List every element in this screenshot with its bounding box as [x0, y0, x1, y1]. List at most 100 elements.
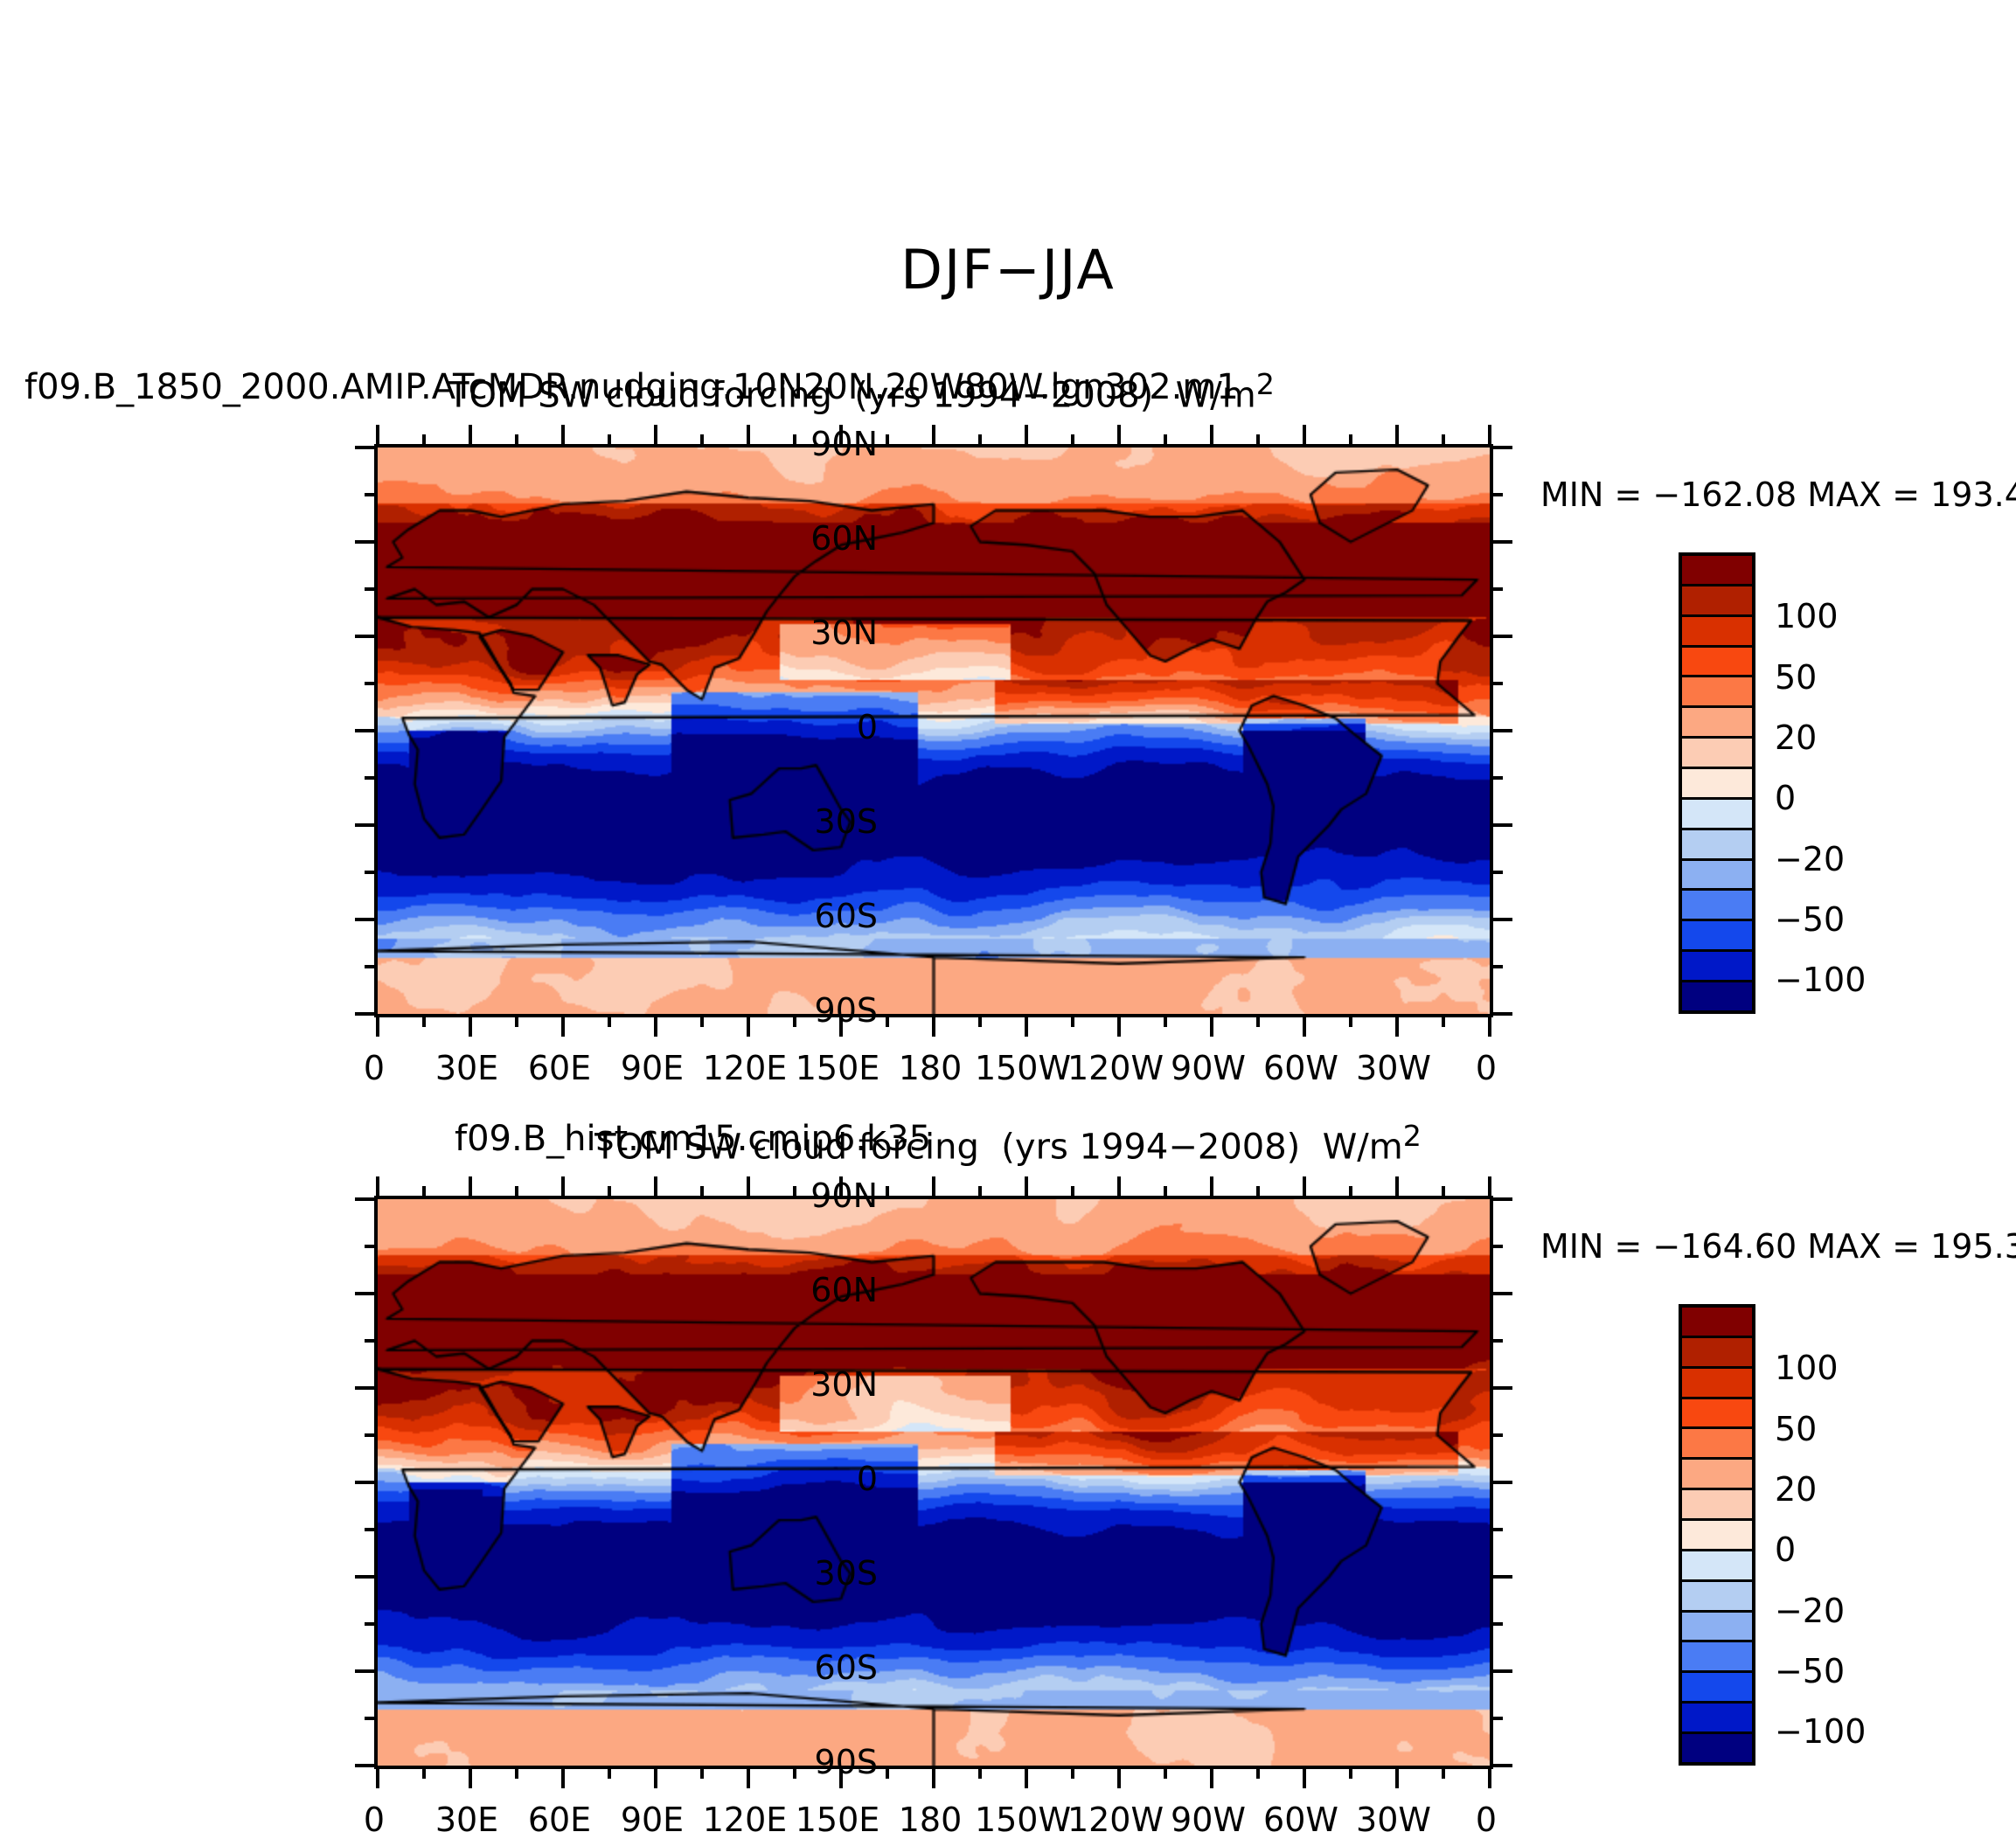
axis-tick-minor: [365, 776, 378, 780]
axis-tick: [1490, 540, 1512, 544]
axis-tick: [654, 425, 657, 448]
axis-tick: [561, 1176, 565, 1199]
axis-tick: [376, 1014, 379, 1037]
colorbar-band: [1682, 1521, 1752, 1551]
axis-tick-minor: [1256, 434, 1260, 448]
axis-tick-minor: [422, 1186, 426, 1199]
axis-tick: [747, 1766, 750, 1788]
axis-tick-minor: [793, 434, 796, 448]
lat-axis-label: 90N: [810, 425, 878, 463]
lat-axis-label: 30N: [810, 1365, 878, 1404]
axis-tick-minor: [1490, 1622, 1503, 1626]
axis-tick: [839, 1176, 843, 1199]
colorbar-tick-label: −100: [1775, 1712, 1867, 1752]
panel-top-title-left: f09.B_1850_2000.AMIP.ATcMDR.nudging.10N2…: [24, 367, 1239, 407]
colorbar-tick-label: 20: [1775, 1470, 1818, 1509]
axis-tick-minor: [1071, 1766, 1074, 1779]
axis-tick: [469, 1014, 472, 1037]
lon-axis-label: 60W: [1263, 1049, 1338, 1087]
axis-tick-minor: [1442, 434, 1445, 448]
map-top-canvas: [378, 448, 1490, 1014]
axis-tick-minor: [365, 1339, 378, 1343]
lat-axis-label: 0: [856, 1460, 878, 1498]
lat-axis-label: 90S: [814, 991, 878, 1030]
axis-tick: [355, 1764, 378, 1767]
axis-tick-minor: [515, 1186, 518, 1199]
colorbar-band: [1682, 860, 1752, 892]
axis-tick-minor: [608, 1186, 611, 1199]
axis-tick: [561, 1766, 565, 1788]
lat-axis-label: 60S: [814, 1648, 878, 1687]
colorbar-tick-label: 20: [1775, 718, 1818, 757]
colorbar-tick-label: −50: [1775, 1652, 1846, 1690]
axis-tick-minor: [886, 1186, 889, 1199]
axis-tick-minor: [1349, 434, 1352, 448]
colorbar-band: [1682, 1704, 1752, 1735]
axis-tick: [1490, 918, 1512, 921]
axis-tick-minor: [978, 1766, 982, 1779]
lon-axis-label: 60E: [527, 1801, 592, 1839]
axis-tick: [1488, 1766, 1491, 1788]
axis-tick: [1210, 425, 1213, 448]
panel-bottom-title-row: f09.B_hist.cm15.cmip6.k35 TOM SW cloud f…: [0, 1119, 2016, 1168]
axis-tick-minor: [1490, 1339, 1503, 1343]
axis-tick: [355, 918, 378, 921]
axis-tick-minor: [1071, 434, 1074, 448]
axis-tick: [1490, 1386, 1512, 1390]
axis-tick-minor: [793, 1186, 796, 1199]
axis-tick-minor: [365, 1433, 378, 1437]
axis-tick-minor: [700, 1014, 704, 1027]
axis-tick: [1488, 425, 1491, 448]
axis-tick: [355, 729, 378, 732]
lon-axis-label: 150E: [795, 1801, 880, 1839]
axis-tick: [1025, 1014, 1028, 1037]
axis-tick: [1303, 425, 1306, 448]
axis-tick: [376, 1176, 379, 1199]
axis-tick: [1488, 1014, 1491, 1037]
axis-tick: [1117, 1014, 1121, 1037]
colorbar-tick-label: −20: [1775, 839, 1846, 878]
axis-tick-minor: [1256, 1766, 1260, 1779]
axis-tick: [355, 1386, 378, 1390]
axis-tick-minor: [1164, 1014, 1167, 1027]
lon-axis-label: 30E: [434, 1801, 499, 1839]
axis-tick: [355, 446, 378, 449]
colorbar-band: [1682, 556, 1752, 586]
colorbar-band: [1682, 891, 1752, 922]
axis-tick-minor: [793, 1014, 796, 1027]
colorbar-tick-label: 50: [1775, 1409, 1818, 1448]
colorbar-band: [1682, 739, 1752, 770]
axis-tick: [1395, 1766, 1399, 1788]
colorbar-tick-label: 50: [1775, 657, 1818, 697]
axis-tick-minor: [700, 434, 704, 448]
axis-tick-minor: [422, 434, 426, 448]
colorbar-band: [1682, 829, 1752, 861]
colorbar-band: [1682, 1368, 1752, 1399]
axis-tick-minor: [1490, 1717, 1503, 1720]
axis-tick: [469, 425, 472, 448]
axis-tick-minor: [1164, 1766, 1167, 1779]
colorbar-bottom[interactable]: [1679, 1304, 1755, 1766]
axis-tick: [654, 1766, 657, 1788]
colorbar-band: [1682, 647, 1752, 678]
colorbar-tick-label: 100: [1775, 1349, 1839, 1388]
axis-tick-minor: [515, 434, 518, 448]
colorbar-band: [1682, 1642, 1752, 1674]
axis-tick: [1490, 1197, 1512, 1201]
axis-tick: [654, 1014, 657, 1037]
lon-axis-label: 30W: [1356, 1049, 1431, 1087]
axis-tick-minor: [1490, 776, 1503, 780]
panel-bottom-title-center-text: TOM SW cloud forcing (yrs 1994−2008) W/m: [594, 1127, 1403, 1168]
colorbar-band: [1682, 586, 1752, 617]
axis-tick: [1303, 1766, 1306, 1788]
panel-bottom-title-sup: 2: [1402, 1119, 1422, 1153]
axis-tick: [839, 425, 843, 448]
colorbar-band: [1682, 1551, 1752, 1582]
map-bottom[interactable]: [355, 1176, 1512, 1788]
colorbar-band: [1682, 677, 1752, 709]
map-top[interactable]: [355, 425, 1512, 1037]
colorbar-top[interactable]: [1679, 552, 1755, 1014]
panel-bottom-title-center: TOM SW cloud forcing (yrs 1994−2008) W/m…: [0, 1119, 2016, 1167]
axis-tick-minor: [608, 1766, 611, 1779]
